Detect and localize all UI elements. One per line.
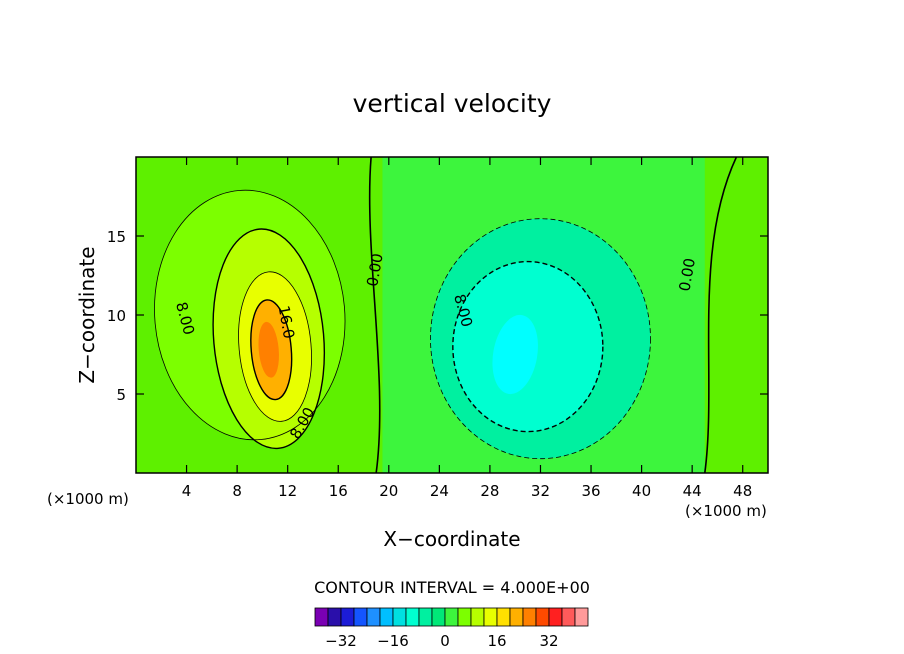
contour-line-pos-8: [212, 228, 326, 450]
contour-label: 0.00: [675, 257, 699, 293]
colorbar-swatch: [366, 607, 381, 627]
colorbar-swatch: [405, 607, 420, 627]
x-tick-label: 24: [430, 482, 449, 500]
colorbar-swatch: [314, 607, 329, 627]
contour-label: 0.00: [363, 252, 387, 288]
contour-line-neg-8: [452, 260, 604, 433]
y-tick-label: 5: [116, 386, 126, 404]
contour-line-neg-4: [430, 218, 651, 460]
colorbar-swatch: [509, 607, 524, 627]
colorbar-swatch: [548, 607, 563, 627]
x-tick-label: 12: [278, 482, 297, 500]
contour-interval-text: CONTOUR INTERVAL = 4.000E+00: [314, 578, 590, 597]
contour-line-zero-right: [704, 157, 738, 473]
x-unit-left: (×1000 m): [47, 490, 129, 508]
colorbar-swatch: [392, 607, 407, 627]
chart-title: vertical velocity: [353, 89, 552, 118]
colorbar: [314, 607, 589, 627]
x-tick-label: 20: [379, 482, 398, 500]
x-tick-label: 44: [683, 482, 702, 500]
contour-line-zero-left: [368, 157, 381, 473]
colorbar-swatch: [379, 607, 394, 627]
contour-line-pos-16: [250, 299, 293, 401]
y-tick-label: 15: [107, 228, 126, 246]
x-axis: 4 8 12 16 20 24 28 32 36 40 44 48: [182, 157, 752, 500]
colorbar-swatch: [340, 607, 355, 627]
colorbar-swatch: [418, 607, 433, 627]
colorbar-tick-label: 16: [487, 632, 506, 650]
x-unit-right: (×1000 m): [685, 502, 767, 520]
colorbar-tick-label: 0: [440, 632, 450, 650]
contour-band-neg-12: [492, 314, 538, 395]
x-tick-label: 8: [232, 482, 242, 500]
colorbar-swatch: [535, 607, 550, 627]
x-tick-label: 28: [480, 482, 499, 500]
x-tick-label: 40: [632, 482, 651, 500]
x-tick-label: 36: [581, 482, 600, 500]
colorbar-swatch: [444, 607, 459, 627]
contour-label: 16.0: [275, 304, 299, 340]
contour-fills: [154, 157, 705, 473]
colorbar-tick-label: 32: [539, 632, 558, 650]
x-tick-label: 16: [329, 482, 348, 500]
x-tick-label: 32: [531, 482, 550, 500]
contour-line-pos-12: [238, 271, 312, 422]
contour-band-pos-20: [258, 321, 279, 378]
x-axis-label: X−coordinate: [383, 527, 520, 551]
colorbar-swatch: [561, 607, 576, 627]
contour-lines: [154, 157, 738, 473]
contour-line-pos-4: [154, 189, 346, 441]
plot-area: [135, 156, 769, 474]
colorbar-swatch: [470, 607, 485, 627]
colorbar-tick-label: −32: [325, 632, 357, 650]
colorbar-swatch: [574, 607, 589, 627]
colorbar-swatch: [483, 607, 498, 627]
x-tick-label: 4: [182, 482, 192, 500]
colorbar-tick-label: −16: [377, 632, 409, 650]
y-axis: 5 10 15: [107, 228, 768, 404]
colorbar-swatch: [457, 607, 472, 627]
y-axis-label: Z−coordinate: [75, 246, 99, 383]
y-tick-label: 10: [107, 307, 126, 325]
colorbar-swatch: [327, 607, 342, 627]
colorbar-swatch: [431, 607, 446, 627]
colorbar-swatch: [522, 607, 537, 627]
colorbar-ticks: −32 −16 0 16 32: [325, 632, 558, 650]
x-tick-label: 48: [733, 482, 752, 500]
colorbar-swatch: [496, 607, 511, 627]
colorbar-swatch: [353, 607, 368, 627]
